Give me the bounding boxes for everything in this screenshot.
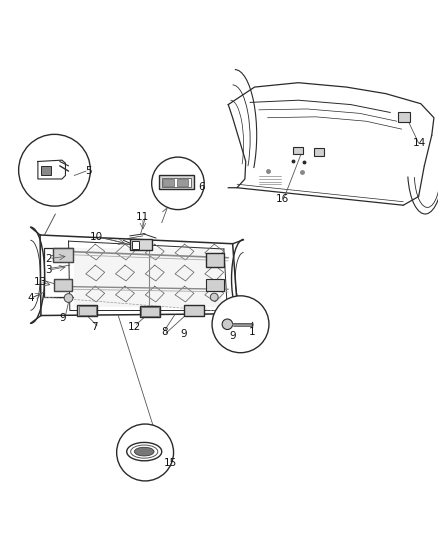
Text: 15: 15	[163, 457, 177, 467]
Circle shape	[222, 319, 232, 329]
Circle shape	[18, 134, 90, 206]
Text: 5: 5	[85, 166, 91, 176]
Text: 9: 9	[60, 313, 66, 323]
Text: 12: 12	[127, 322, 141, 332]
Circle shape	[64, 294, 73, 302]
Bar	[206, 253, 223, 266]
Bar	[54, 279, 72, 291]
Bar	[131, 241, 139, 248]
Bar	[141, 307, 158, 316]
Circle shape	[212, 296, 268, 353]
Bar	[162, 180, 173, 187]
Bar	[74, 248, 221, 307]
Text: 11: 11	[136, 213, 149, 222]
Circle shape	[117, 424, 173, 481]
Circle shape	[210, 293, 218, 301]
Bar	[292, 147, 302, 155]
Text: 9: 9	[180, 329, 187, 339]
Text: 2: 2	[46, 254, 52, 264]
Text: 4: 4	[27, 293, 34, 303]
Bar	[176, 180, 187, 187]
Bar	[53, 248, 73, 262]
Bar	[397, 112, 410, 122]
Bar	[206, 279, 223, 292]
Text: 10: 10	[89, 232, 102, 242]
Bar	[78, 306, 96, 314]
Bar	[77, 304, 97, 316]
Bar	[53, 248, 73, 262]
Bar	[161, 177, 191, 187]
Ellipse shape	[134, 447, 154, 456]
Bar	[41, 166, 50, 175]
Bar	[140, 306, 159, 317]
Text: 13: 13	[33, 277, 46, 287]
Text: 8: 8	[161, 327, 167, 337]
Text: 6: 6	[198, 182, 204, 192]
Text: 9: 9	[229, 330, 235, 341]
Text: 1: 1	[248, 327, 255, 337]
Circle shape	[151, 157, 204, 209]
Text: 7: 7	[91, 322, 98, 332]
Text: 16: 16	[275, 193, 289, 204]
Bar	[159, 175, 194, 189]
Text: 14: 14	[412, 138, 426, 148]
Text: 3: 3	[46, 265, 52, 275]
Bar	[54, 279, 72, 291]
Bar	[313, 148, 323, 156]
Bar	[184, 304, 204, 316]
Bar	[130, 239, 151, 250]
